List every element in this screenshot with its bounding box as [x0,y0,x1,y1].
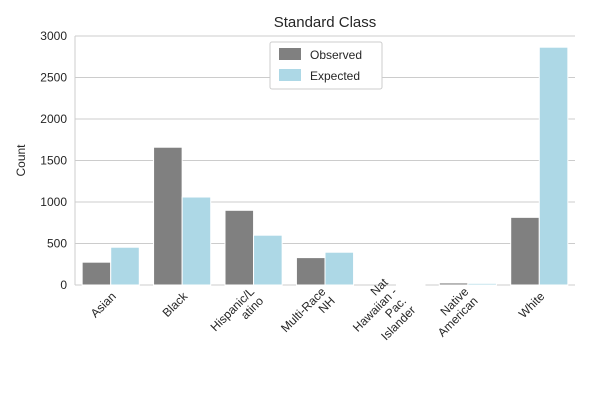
x-tick-label-line: White [516,289,548,321]
bar-expected-0 [110,246,140,286]
y-tick-label: 2000 [40,112,67,126]
bar-expected-6 [538,46,569,286]
x-tick-label: Asian [88,289,119,320]
bar-expected-4 [395,283,426,286]
bar-expected-3 [324,251,355,286]
bar-observed-2 [224,209,255,286]
y-tick-label: 3000 [40,29,67,43]
x-tick-label: NativeAmerican [426,284,481,339]
bar-expected-2 [253,234,283,286]
bar-observed-5 [438,282,469,286]
bar-observed-1 [153,146,183,286]
legend-swatch-expected [279,69,301,81]
bar-observed-0 [81,261,112,286]
x-tick-label: White [516,289,548,321]
bar-expected-1 [181,196,212,286]
y-tick-label: 0 [60,278,67,292]
bar-expected-5 [467,282,497,286]
x-tick-label: NatHawaiian -Pac.Islander [341,275,419,353]
y-tick-label: 1500 [40,154,67,168]
x-tick-label: Black [160,289,191,320]
y-tick-label: 500 [47,237,67,251]
x-tick-label: Hispanic/Latino [208,284,267,343]
x-tick-label-line: Black [160,289,191,320]
y-axis-label: Count [14,144,28,177]
x-tick-label: Multi-RaceNH [278,284,338,344]
x-tick-label-line: Asian [88,289,119,320]
bar-observed-6 [510,216,540,286]
legend-label-observed: Observed [310,48,362,62]
legend-swatch-observed [279,48,301,60]
bar-observed-3 [295,257,326,286]
legend-label-expected: Expected [310,69,360,83]
y-tick-label: 2500 [40,71,67,85]
chart-title: Standard Class [274,14,377,31]
y-tick-label: 1000 [40,195,67,209]
